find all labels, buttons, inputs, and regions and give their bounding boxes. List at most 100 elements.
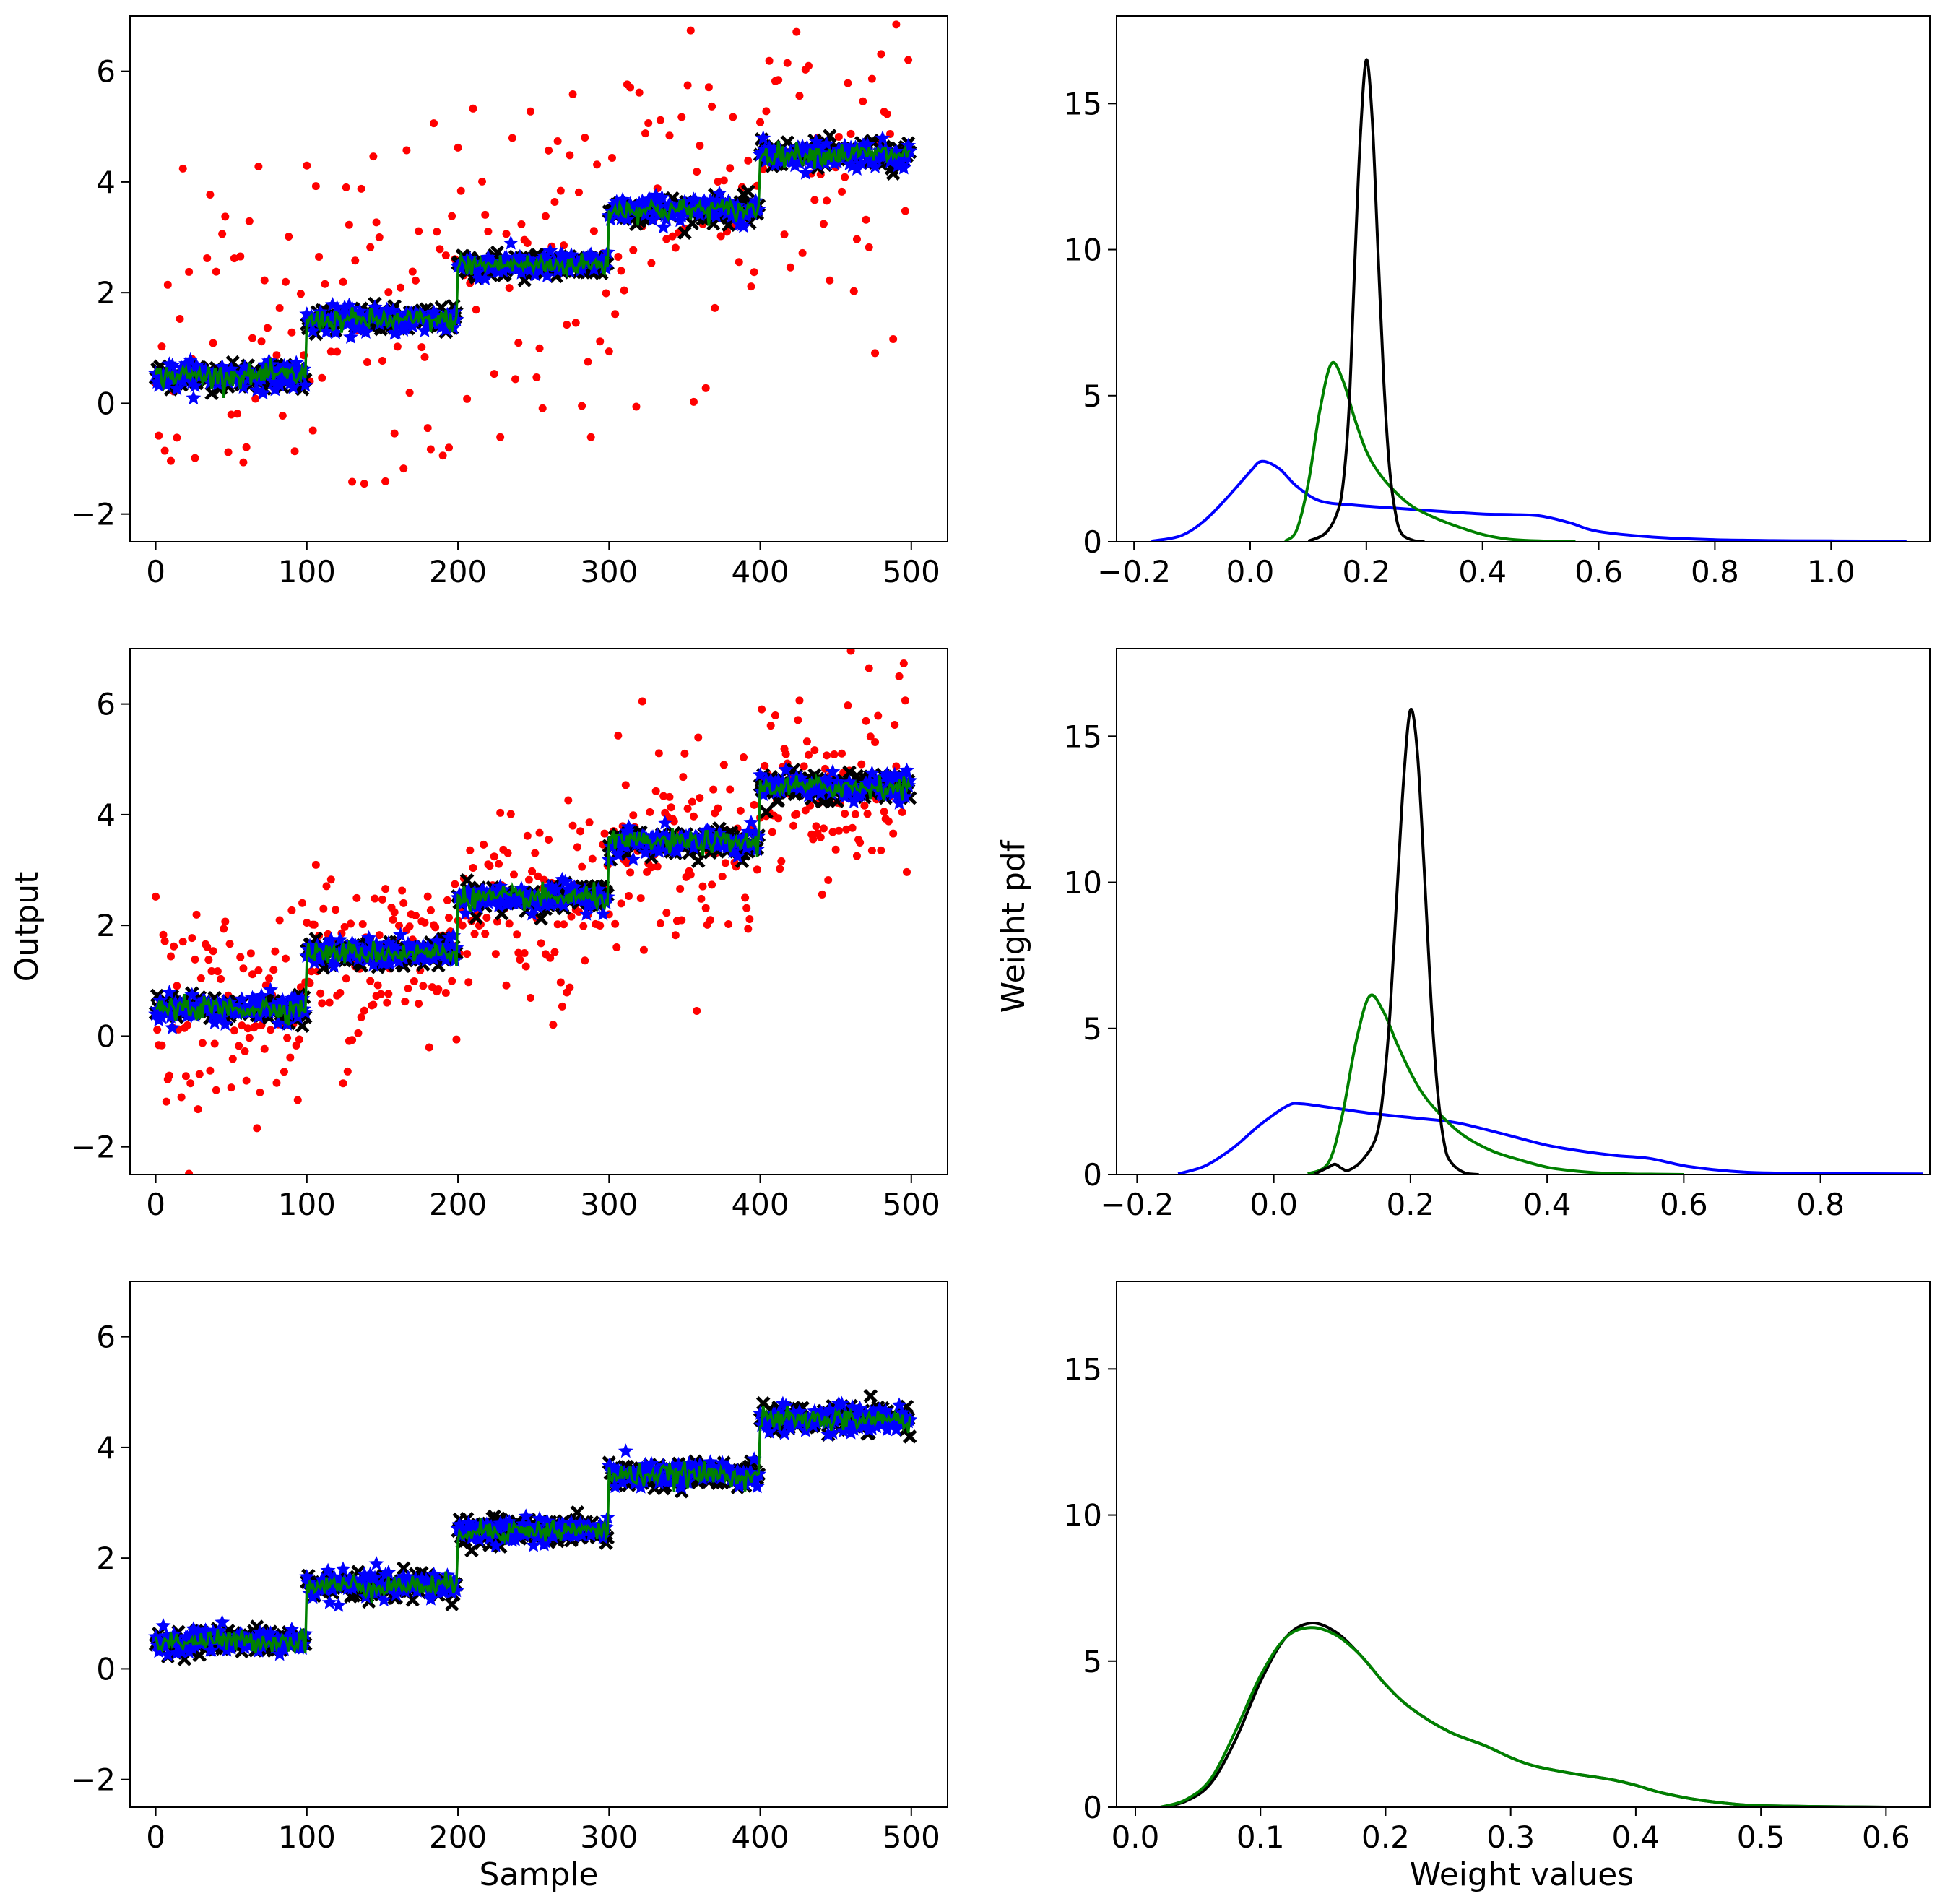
blue-marker (692, 207, 708, 221)
observed-point (210, 1039, 219, 1048)
observed-point (830, 750, 839, 759)
observed-point (704, 83, 713, 92)
observed-point (621, 781, 630, 789)
panel-row1-right: −0.2 0.0 0.2 0.4 0.6 0.8 1.0 0 5 10 15 (1064, 15, 1931, 589)
observed-point (369, 1000, 378, 1009)
observed-point (239, 964, 248, 973)
observed-point (420, 352, 429, 361)
observed-point (517, 220, 526, 229)
observed-point (896, 0, 904, 5)
y-tick-label-3-2: 10 (1064, 865, 1102, 901)
observed-point (545, 146, 553, 155)
observed-point (568, 90, 577, 99)
blue-marker (849, 161, 865, 176)
x-tick-label-4-1: 100 (278, 1819, 336, 1855)
observed-point (535, 344, 544, 352)
observed-point (271, 947, 280, 956)
observed-point (191, 454, 199, 462)
blue-marker (654, 189, 670, 204)
observed-point (792, 27, 801, 36)
observed-point (152, 892, 160, 901)
observed-point (242, 443, 251, 451)
pdf-curve-blue_series (1177, 1102, 1923, 1174)
blue-marker (358, 324, 373, 339)
observed-point (248, 334, 256, 342)
blue-marker (382, 956, 398, 971)
blue-marker (270, 1015, 286, 1030)
observed-point (714, 804, 722, 813)
observed-point (671, 243, 680, 252)
blue-marker (417, 323, 433, 337)
observed-point (375, 233, 384, 242)
observed-point (571, 319, 580, 327)
blue-marker (469, 264, 485, 279)
observed-point (611, 310, 620, 319)
blue-marker (755, 130, 771, 145)
observed-point (411, 912, 420, 920)
observed-point (430, 119, 438, 128)
observed-point (629, 246, 638, 254)
observed-point (480, 840, 488, 849)
observed-point (343, 1067, 352, 1076)
observed-point (212, 267, 220, 276)
observed-point (586, 433, 595, 441)
observed-point (848, 823, 857, 832)
observed-point (384, 288, 393, 297)
observed-point (183, 1021, 192, 1029)
blue-marker (495, 263, 511, 277)
observed-point (852, 235, 861, 243)
observed-point (553, 137, 562, 146)
observed-point (319, 904, 328, 913)
observed-point (531, 849, 540, 857)
observed-point (307, 967, 316, 976)
observed-point (269, 966, 278, 974)
x-tick-label-1-5: 0.8 (1691, 554, 1739, 589)
observed-point (859, 97, 867, 105)
observed-point (394, 922, 403, 930)
axes-frame-4 (129, 1281, 948, 1808)
observed-point (194, 1105, 202, 1114)
observed-point (357, 1013, 365, 1021)
observed-point (553, 920, 562, 929)
plot-area-row3-left (148, 1389, 918, 1666)
plot-area-row1-right (1151, 58, 1907, 542)
observed-point (823, 196, 831, 205)
observed-point (892, 762, 901, 771)
blue-marker (846, 1421, 862, 1436)
observed-point (345, 220, 353, 229)
blue-marker (670, 843, 685, 858)
observed-point (781, 750, 790, 758)
observed-point (852, 852, 861, 860)
y-tick-label-2-2: 2 (96, 908, 116, 943)
observed-point (410, 977, 418, 986)
observed-point (441, 989, 450, 998)
blue-marker (595, 1529, 611, 1544)
panel-row3-right: 0.0 0.1 0.2 0.3 0.4 0.5 0.6 0 5 10 15 (1064, 1281, 1931, 1855)
blue-marker (320, 1562, 336, 1578)
y-tick-label-0-4: 6 (96, 54, 116, 90)
blue-marker (337, 299, 352, 314)
observed-point (578, 402, 586, 410)
observed-point (383, 998, 391, 1007)
observed-point (438, 451, 447, 460)
observed-point (726, 164, 735, 173)
blue-marker (204, 1642, 220, 1657)
observed-point (257, 337, 266, 346)
observed-point (360, 480, 368, 488)
axes-frame-2 (129, 648, 948, 1175)
observed-point (318, 373, 326, 382)
observed-point (401, 998, 410, 1006)
observed-point (496, 433, 505, 441)
observed-point (708, 880, 716, 889)
observed-point (600, 829, 609, 838)
blue-marker (235, 379, 251, 394)
blue-marker (825, 1424, 841, 1440)
observed-point (166, 952, 175, 961)
blue-marker (656, 219, 672, 234)
observed-point (800, 762, 808, 771)
blue-marker (503, 235, 519, 250)
observed-point (629, 811, 638, 820)
observed-point (701, 904, 710, 912)
black-marker (842, 765, 857, 780)
blue-marker (867, 159, 883, 173)
